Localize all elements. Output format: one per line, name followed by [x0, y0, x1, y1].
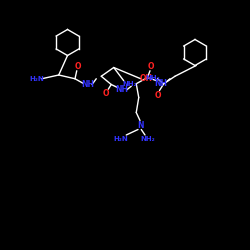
- Text: NH: NH: [81, 80, 94, 89]
- Text: NH₂: NH₂: [145, 74, 160, 80]
- Text: NH₂: NH₂: [122, 82, 138, 87]
- Text: NH: NH: [154, 78, 167, 88]
- Text: O: O: [148, 62, 154, 71]
- Text: O: O: [103, 88, 110, 98]
- Text: O: O: [74, 62, 81, 71]
- Text: NH₂: NH₂: [140, 136, 155, 142]
- Text: O: O: [154, 90, 161, 100]
- Text: H₂N: H₂N: [29, 76, 44, 82]
- Text: H₂N: H₂N: [114, 136, 128, 142]
- Text: OH: OH: [140, 74, 153, 83]
- Text: NH: NH: [116, 86, 128, 94]
- Text: N: N: [137, 120, 143, 130]
